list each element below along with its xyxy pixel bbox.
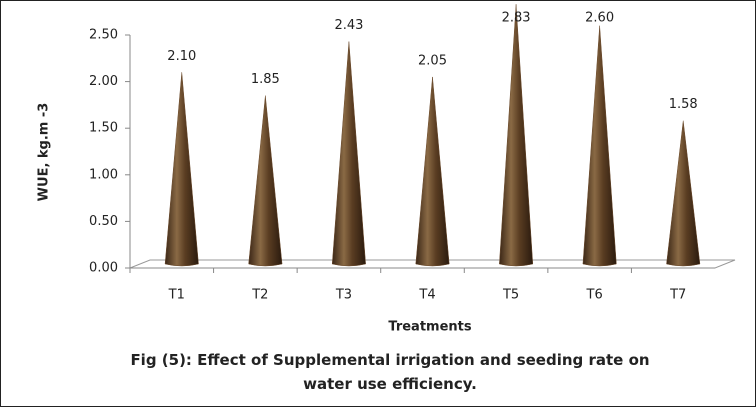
x-tick-label: T7 [669,288,686,303]
x-tick-label: T6 [586,288,603,303]
x-tick-label: T5 [502,288,519,303]
x-tick-label: T2 [251,288,268,303]
x-tick-label: T4 [418,288,435,303]
y-tick-label: 2.00 [89,74,118,89]
value-label: 1.85 [251,72,280,87]
value-label: 2.05 [418,53,447,68]
value-label: 2.83 [502,11,531,26]
y-tick-label: 0.50 [89,214,118,229]
x-tick-label: T3 [335,288,352,303]
y-tick-label: 1.00 [89,167,118,182]
cone [415,76,450,267]
cone [666,120,701,267]
x-tick-label: T1 [168,288,185,303]
y-axis-label: WUE, kg.m -3 [37,103,52,202]
value-label: 1.58 [669,97,698,112]
cone [164,72,199,267]
value-label: 2.60 [585,11,614,26]
y-tick-label: 1.50 [89,121,118,136]
cone [582,25,617,267]
y-tick-label: 2.50 [89,28,118,43]
chart-title: Fig (5): Effect of Supplemental irrigati… [130,351,650,393]
y-tick-label: 0.00 [89,261,118,276]
value-label: 2.10 [167,49,196,64]
cone [499,4,534,267]
value-label: 2.43 [334,18,363,33]
x-axis-label: Treatments [388,320,471,335]
cone [248,95,283,267]
cone [331,41,366,267]
